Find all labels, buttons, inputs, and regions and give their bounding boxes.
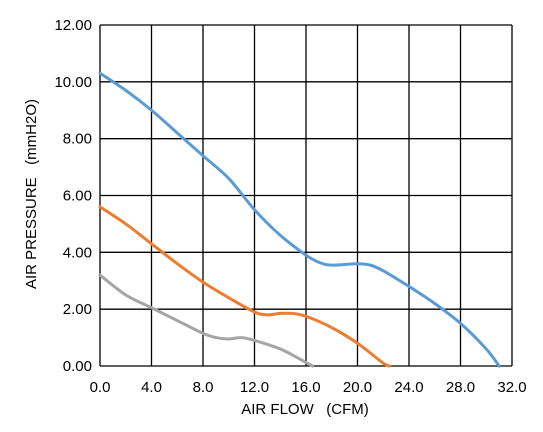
series-line-2 bbox=[98, 205, 392, 368]
y-tick-label: 8.00 bbox=[63, 131, 92, 148]
y-tick-label: 6.00 bbox=[63, 188, 92, 205]
y-tick-label: 12.00 bbox=[54, 17, 92, 34]
y-tick-label: 10.00 bbox=[54, 74, 92, 91]
x-tick-label: 0.0 bbox=[90, 379, 111, 396]
y-axis-label: AIR PRESSURE (mmH2O) bbox=[23, 99, 40, 289]
x-tick-labels: 0.0 4.0 8.0 12.0 16.0 20.0 24.0 28.0 32.0 bbox=[90, 379, 527, 396]
y-tick-labels: 0.00 2.00 4.00 6.00 8.00 10.00 12.00 bbox=[54, 17, 92, 375]
series-group bbox=[98, 71, 501, 368]
y-tick-label: 0.00 bbox=[63, 358, 92, 375]
series-line-3 bbox=[98, 273, 314, 368]
y-tick-label: 2.00 bbox=[63, 301, 92, 318]
y-tick-label: 4.00 bbox=[63, 244, 92, 261]
x-axis-label: AIR FLOW (CFM) bbox=[241, 401, 369, 418]
grid bbox=[99, 24, 513, 367]
x-tick-label: 12.0 bbox=[240, 379, 269, 396]
x-tick-label: 8.0 bbox=[193, 379, 214, 396]
x-tick-label: 16.0 bbox=[291, 379, 320, 396]
x-tick-label: 28.0 bbox=[446, 379, 475, 396]
x-tick-label: 32.0 bbox=[497, 379, 526, 396]
series-line-1 bbox=[98, 71, 501, 368]
x-tick-label: 24.0 bbox=[394, 379, 423, 396]
x-tick-label: 20.0 bbox=[343, 379, 372, 396]
x-tick-label: 4.0 bbox=[141, 379, 162, 396]
